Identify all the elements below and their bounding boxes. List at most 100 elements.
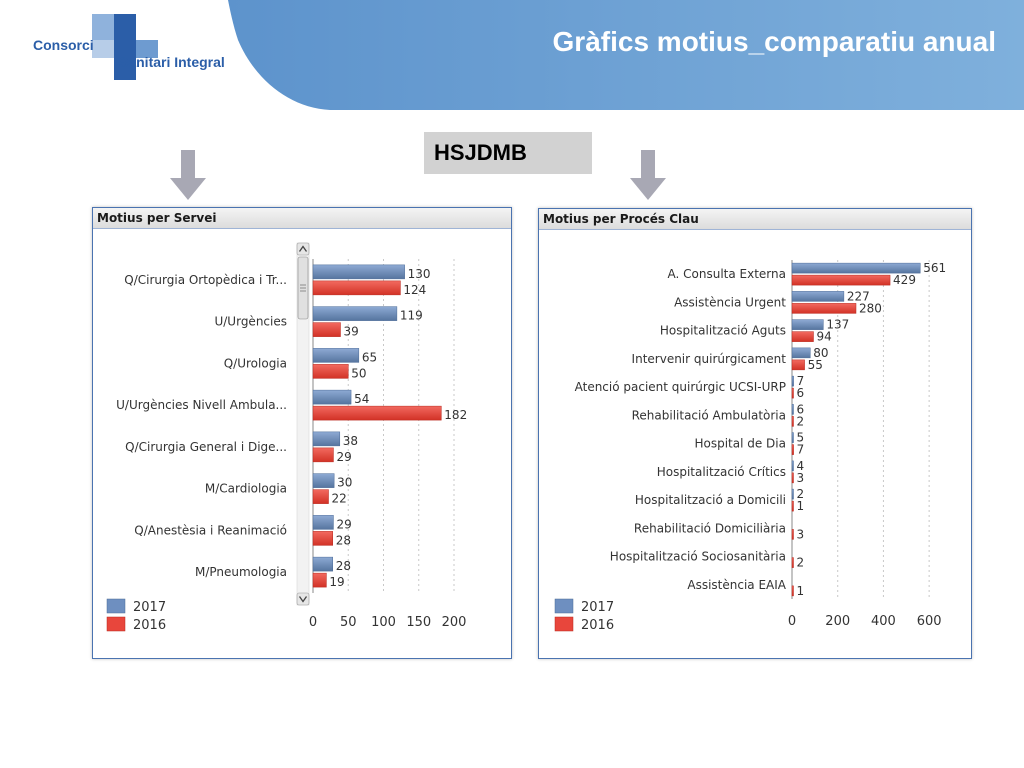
- header-background: [228, 0, 1024, 110]
- x-tick-label: 200: [442, 615, 467, 630]
- bar-2017: [791, 460, 794, 472]
- bar-2016: [791, 359, 805, 371]
- category-label: Hospitalització Aguts: [660, 324, 786, 338]
- logo-cross-icon: [92, 14, 158, 80]
- data-label-2016: 55: [808, 358, 823, 372]
- legend-swatch-2016: [106, 616, 126, 632]
- x-tick-label: 50: [340, 615, 357, 630]
- bar-2017: [312, 389, 352, 405]
- bar-2017: [312, 515, 334, 530]
- category-label: Atenció pacient quirúrgic UCSI-URP: [575, 380, 786, 394]
- data-label-2016: 1: [797, 584, 805, 598]
- bar-2016: [791, 387, 794, 399]
- data-label-2017: 5: [797, 431, 805, 445]
- bar-2017: [312, 264, 405, 280]
- bar-2017: [791, 291, 845, 302]
- chevron-down-icon: [298, 596, 308, 603]
- scroll-up-button[interactable]: [296, 242, 310, 256]
- data-label-2016: 3: [797, 527, 805, 541]
- data-label-2016: 22: [332, 492, 347, 506]
- bar-2017: [791, 488, 794, 500]
- data-label-2017: 2: [797, 487, 805, 501]
- data-label-2017: 7: [797, 374, 805, 388]
- data-label-2017: 30: [337, 476, 352, 490]
- data-label-2016: 39: [343, 325, 358, 339]
- data-label-2017: 6: [797, 402, 805, 416]
- bar-2016: [791, 557, 794, 568]
- bar-2016: [791, 444, 794, 455]
- legend-label-2017: 2017: [581, 600, 614, 615]
- page-title: Gràfics motius_comparatiu anual: [552, 26, 996, 57]
- bar-2016: [791, 500, 794, 512]
- bar-2017: [791, 347, 811, 359]
- category-label: Q/Cirurgia Ortopèdica i Tr...: [124, 273, 287, 287]
- logo-text-consorci: Consorci: [33, 37, 94, 53]
- category-label: Hospitalització Sociosanitària: [610, 550, 786, 564]
- panel-title: Motius per Servei: [97, 211, 217, 225]
- data-label-2017: 130: [408, 267, 431, 281]
- panel-motius-per-servei: Motius per Servei 0 50 100 150 200 Q/Cirurgia…: [92, 207, 512, 659]
- down-arrow-icon: [170, 150, 206, 200]
- legend-label-2016: 2016: [581, 618, 614, 633]
- bar-2016: [312, 405, 442, 421]
- data-label-2016: 7: [797, 443, 805, 457]
- legend-swatch-2017: [106, 598, 126, 614]
- data-label-2016: 28: [336, 533, 351, 547]
- bar-2017: [791, 404, 794, 415]
- legend-swatch-2016: [554, 616, 574, 632]
- data-label-2017: 137: [826, 318, 849, 332]
- x-tick-label: 0: [788, 614, 796, 629]
- bar-2016: [791, 472, 794, 484]
- bar-2016: [312, 489, 329, 504]
- data-label-2016: 19: [329, 575, 344, 589]
- header: Consorci Sanitari Integral Gràfics motiu…: [0, 0, 1024, 110]
- category-label: Q/Cirurgia General i Dige...: [125, 440, 287, 454]
- bar-2017: [791, 319, 824, 330]
- data-label-2017: 54: [354, 392, 369, 406]
- bar-2016: [312, 364, 349, 379]
- bar-2016: [791, 303, 857, 314]
- chart-motius-per-servei: 0 50 100 150 200 Q/Cirurgia Ortopèdica i Tr..…: [106, 242, 467, 633]
- data-label-2016: 1: [797, 499, 805, 513]
- bar-2016: [791, 416, 794, 427]
- category-label: Assistència Urgent: [674, 295, 786, 309]
- category-label: Rehabilitació Ambulatòria: [632, 408, 786, 422]
- category-label: Hospitalització Crítics: [657, 465, 786, 479]
- hospital-label-text: HSJDMB: [434, 140, 527, 165]
- data-label-2017: 227: [847, 289, 870, 303]
- data-label-2017: 38: [343, 434, 358, 448]
- bar-2016: [791, 529, 794, 540]
- bar-2016: [312, 531, 333, 546]
- bar-2017: [791, 262, 921, 274]
- data-label-2017: 119: [400, 309, 423, 323]
- logo: Consorci Sanitari Integral: [0, 0, 260, 100]
- x-tick-label: 150: [406, 615, 431, 630]
- chevron-up-icon: [298, 245, 308, 252]
- bar-2017: [312, 348, 360, 363]
- data-label-2017: 28: [336, 559, 351, 573]
- bar-2017: [312, 431, 341, 447]
- bar-2017: [791, 432, 794, 443]
- data-label-2016: 280: [859, 301, 882, 315]
- category-label: Hospitalització a Domicili: [635, 493, 786, 507]
- data-label-2017: 561: [923, 261, 946, 275]
- data-label-2016: 182: [444, 408, 467, 422]
- vertical-scrollbar[interactable]: [296, 242, 310, 606]
- bar-2016: [312, 280, 401, 296]
- logo-text-sanitari: Sanitari Integral: [119, 54, 225, 70]
- data-label-2017: 29: [336, 517, 351, 531]
- data-label-2017: 65: [362, 350, 377, 364]
- x-tick-label: 200: [825, 614, 850, 629]
- panel-title: Motius per Procés Clau: [543, 212, 699, 226]
- category-label: M/Pneumologia: [195, 565, 287, 579]
- data-label-2016: 3: [797, 471, 805, 485]
- scroll-down-button[interactable]: [296, 592, 310, 606]
- bar-2017: [312, 473, 335, 488]
- category-label: Intervenir quirúrgicament: [632, 352, 787, 366]
- category-label: Q/Anestèsia i Reanimació: [134, 523, 287, 537]
- data-label-2016: 50: [351, 366, 366, 380]
- bar-2016: [312, 322, 341, 337]
- legend-label-2016: 2016: [133, 618, 166, 633]
- data-label-2017: 80: [813, 346, 828, 360]
